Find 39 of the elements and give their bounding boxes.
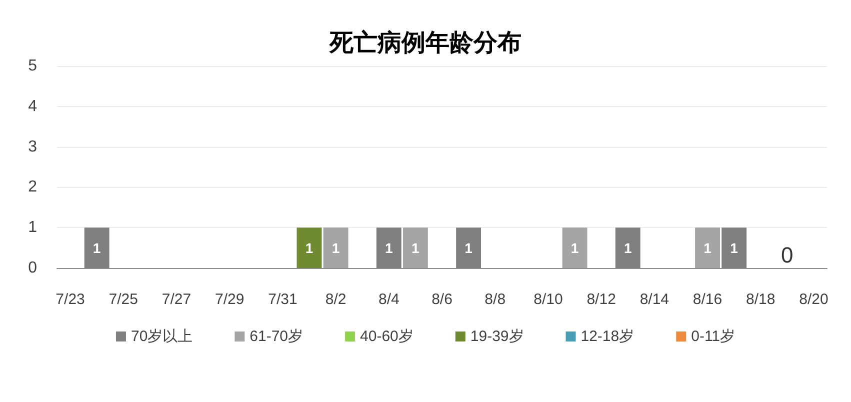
legend-label: 70岁以上 bbox=[130, 328, 193, 345]
data-label: 1 bbox=[92, 240, 101, 256]
x-tick-label: 7/23 bbox=[56, 291, 85, 308]
y-tick-label: 3 bbox=[28, 138, 38, 156]
x-tick-label: 8/2 bbox=[325, 291, 346, 308]
data-label: 1 bbox=[305, 240, 314, 256]
data-label: 1 bbox=[385, 240, 393, 256]
y-tick-label: 0 bbox=[28, 260, 38, 276]
data-label: 1 bbox=[624, 240, 632, 256]
x-tick-label: 7/29 bbox=[214, 291, 244, 308]
x-tick-label: 8/12 bbox=[586, 291, 616, 308]
x-tick-label: 8/20 bbox=[799, 291, 828, 308]
data-label: 1 bbox=[412, 240, 420, 256]
x-tick-label: 8/18 bbox=[746, 291, 776, 308]
y-tick-label: 2 bbox=[28, 178, 38, 196]
x-tick-label: 8/8 bbox=[484, 291, 506, 308]
data-label: 1 bbox=[730, 240, 738, 256]
x-tick-label: 7/25 bbox=[108, 291, 138, 308]
x-tick-label: 7/31 bbox=[268, 291, 298, 308]
data-label: 1 bbox=[464, 240, 473, 256]
y-tick-label: 4 bbox=[28, 98, 38, 115]
x-tick-label: 8/16 bbox=[692, 291, 722, 308]
x-tick-label: 7/27 bbox=[162, 291, 192, 308]
legend-label: 61-70岁 bbox=[250, 328, 304, 345]
x-tick-label: 8/14 bbox=[640, 291, 670, 308]
y-tick-label: 1 bbox=[28, 219, 38, 236]
x-tick-label: 8/4 bbox=[378, 291, 400, 308]
x-tick-label: 8/6 bbox=[432, 291, 452, 308]
legend-label: 40-60岁 bbox=[360, 328, 414, 345]
x-tick-label: 8/10 bbox=[534, 291, 563, 308]
legend-label: 19-39岁 bbox=[470, 328, 524, 345]
chart-title: 死亡病例年龄分布 bbox=[328, 28, 522, 56]
legend-label: 12-18岁 bbox=[580, 328, 634, 345]
data-label: 1 bbox=[570, 240, 579, 256]
data-label: 1 bbox=[332, 240, 340, 256]
data-label: 1 bbox=[704, 240, 712, 256]
text: 0 bbox=[781, 242, 794, 268]
y-tick-label: 5 bbox=[28, 58, 38, 74]
legend-label: 0-11岁 bbox=[691, 328, 736, 345]
